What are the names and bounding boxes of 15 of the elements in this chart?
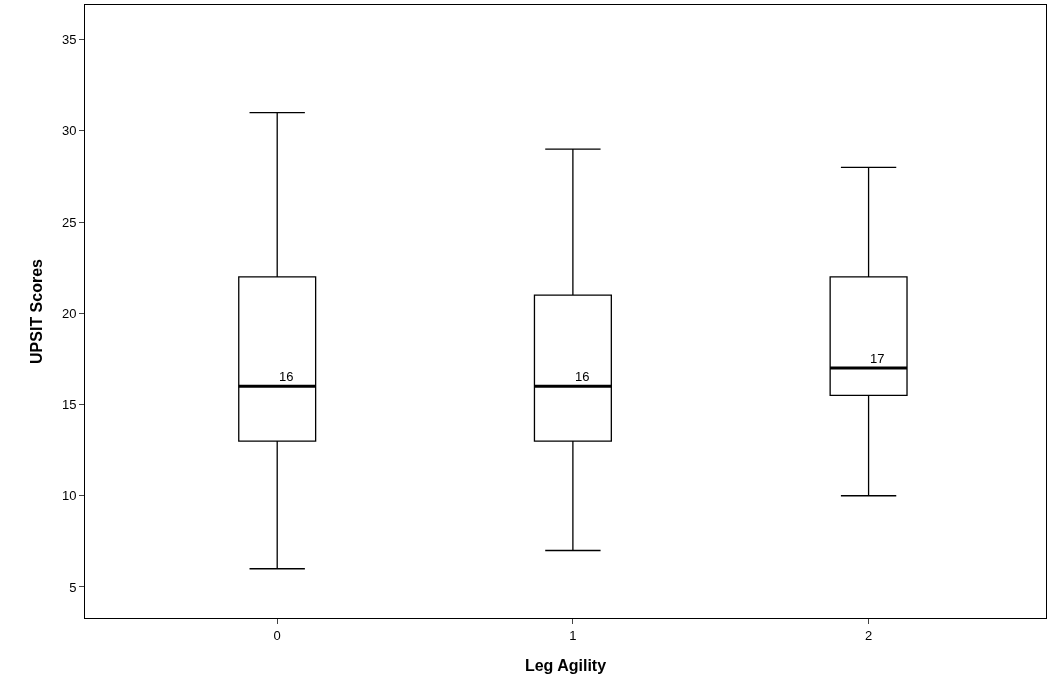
y-tick-label: 20 [61, 305, 77, 321]
x-tick-label: 1 [569, 627, 577, 643]
annotation: 17 [870, 351, 885, 366]
y-tick-label: 5 [69, 579, 77, 595]
y-tick-label: 15 [61, 397, 77, 413]
y-axis-title: UPSIT Scores [27, 258, 45, 364]
annotation: 16 [279, 369, 294, 384]
x-tick-label: 0 [273, 627, 281, 643]
x-axis-title: Leg Agility [524, 657, 607, 675]
x-tick-label: 2 [864, 627, 873, 643]
y-tick-label: 25 [61, 214, 77, 230]
y-tick-label: 10 [61, 488, 77, 504]
y-tick-label: 35 [61, 32, 77, 48]
y-tick-label: 30 [61, 123, 77, 139]
annotation: 16 [575, 369, 590, 384]
